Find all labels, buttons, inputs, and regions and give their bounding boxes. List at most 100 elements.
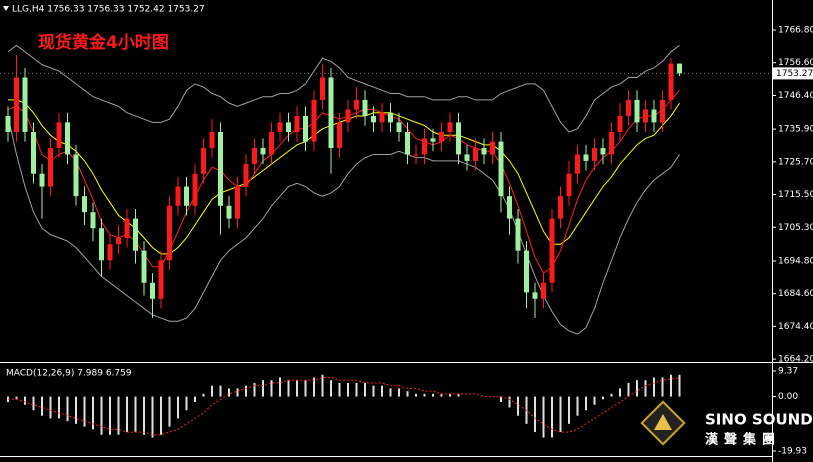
candle-body: [507, 196, 512, 219]
candle-body: [600, 148, 606, 155]
candle-body: [583, 154, 589, 161]
candle-body: [422, 138, 427, 155]
candle-body: [345, 109, 351, 123]
candle-body: [532, 292, 538, 299]
y-tick-label: 1674.40: [778, 322, 813, 332]
candle-body: [22, 77, 28, 133]
candle-body: [490, 141, 495, 155]
y-tick-label: 1746.40: [778, 91, 813, 101]
y-tick-label: 1684.60: [778, 289, 813, 299]
candle-body: [218, 132, 223, 206]
chart-title: 现货黄金4小时图: [38, 32, 169, 53]
candle-body: [626, 99, 631, 116]
candle-body: [39, 173, 45, 187]
candle-body: [5, 115, 11, 133]
candle-body: [566, 173, 572, 197]
candle-body: [668, 63, 674, 100]
candle-body: [303, 115, 308, 142]
candle-body: [277, 122, 283, 133]
candle-body: [609, 132, 614, 155]
candle-body: [464, 154, 470, 161]
candle-body: [320, 77, 325, 100]
candle-body: [286, 122, 291, 133]
candle-body: [439, 132, 444, 142]
candle-body: [549, 218, 555, 283]
candle-body: [99, 228, 104, 261]
candle-body: [14, 77, 19, 133]
y-tick-label: 1725.70: [778, 157, 813, 167]
candle-body: [388, 112, 393, 123]
candle-body: [430, 138, 436, 142]
candle-body: [73, 154, 79, 197]
y-tick-label: 1705.30: [778, 223, 813, 233]
header-icon: [3, 6, 9, 11]
candle-body: [456, 122, 461, 155]
candle-body: [90, 212, 96, 229]
macd-label: MACD(12,26,9) 7.989 6.759: [6, 369, 132, 379]
candle-body: [651, 109, 657, 123]
candle-body: [481, 148, 487, 155]
candle-body: [447, 122, 453, 133]
candle-body: [56, 122, 62, 149]
candle-body: [354, 99, 359, 110]
candle-body: [167, 205, 172, 261]
candle-body: [269, 132, 274, 155]
candle-body: [405, 132, 410, 155]
macd-tick-label: 9.37: [778, 366, 798, 376]
y-tick-label: 1694.80: [778, 256, 813, 266]
candle-body: [82, 196, 87, 213]
candle-body: [592, 148, 597, 161]
candle-body: [158, 260, 164, 299]
candle-body: [260, 148, 266, 155]
candle-body: [362, 99, 368, 116]
candle-body: [133, 218, 138, 251]
candle-body: [209, 132, 215, 149]
candle-body: [141, 250, 147, 283]
logo-name: SINO SOUND: [705, 411, 813, 429]
macd-tick-label: -19.93: [778, 446, 807, 456]
candle-body: [311, 99, 317, 142]
candle-body: [396, 122, 402, 133]
candle-body: [617, 115, 623, 133]
candle-body: [371, 115, 376, 123]
overlay-line: [7, 89, 680, 274]
candle-body: [235, 186, 240, 219]
candle-body: [294, 115, 300, 133]
candle-body: [337, 122, 342, 149]
overlay-line: [8, 99, 680, 255]
candle-body: [634, 99, 640, 123]
candle-body: [252, 148, 257, 165]
logo-mark-inner: [654, 414, 672, 430]
logo: SINO SOUND 漢聲集團: [640, 400, 813, 448]
candle-body: [643, 109, 648, 123]
last-price-box: [773, 67, 813, 80]
candle-body: [473, 148, 478, 161]
logo-sub: 漢聲集團: [705, 432, 781, 448]
candle-body: [328, 77, 334, 149]
last-price-label: 1753.27: [776, 69, 813, 79]
candle-body: [243, 164, 249, 187]
candle-body: [116, 237, 121, 245]
candle-body: [677, 63, 682, 74]
y-tick-label: 1735.90: [778, 125, 813, 135]
candle-body: [515, 218, 521, 251]
candle-body: [192, 173, 198, 206]
candle-body: [558, 196, 563, 219]
y-tick-label: 1664.20: [778, 355, 813, 365]
candle-body: [498, 141, 504, 197]
y-tick-label: 1715.50: [778, 190, 813, 200]
candle-body: [413, 154, 419, 156]
candle-body: [48, 148, 53, 187]
header: LLG,H4 1756.33 1756.33 1752.42 1753.27: [12, 5, 205, 15]
y-tick-label: 1766.80: [778, 25, 813, 35]
candle-body: [201, 148, 206, 174]
candle-body: [524, 250, 529, 293]
candle-body: [175, 186, 181, 206]
candle-body: [541, 282, 546, 299]
overlay-line: [7, 44, 680, 133]
candle-body: [379, 112, 385, 123]
candle-body: [107, 244, 113, 261]
candle-body: [31, 132, 36, 174]
candle-body: [124, 218, 130, 238]
